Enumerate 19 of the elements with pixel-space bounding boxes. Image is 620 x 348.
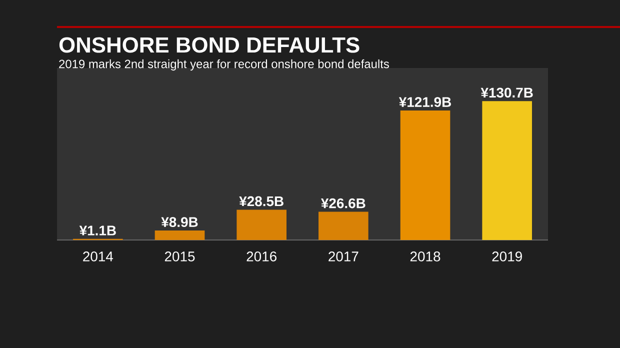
x-tick-label: 2015: [164, 252, 195, 262]
data-label: ¥8.9B: [161, 217, 198, 228]
bar: [236, 210, 286, 240]
x-tick-label: 2019: [492, 252, 522, 262]
data-label: ¥28.5B: [239, 196, 284, 206]
x-tick-label: 2016: [246, 252, 276, 262]
data-label: ¥1.1B: [79, 226, 116, 236]
bar: [482, 101, 532, 240]
bar: [400, 110, 450, 240]
chart-title: ONSHORE BOND DEFAULTS: [59, 37, 360, 53]
x-tick-label: 2018: [410, 252, 440, 262]
data-label: ¥121.9B: [398, 97, 451, 107]
bar: [318, 212, 368, 240]
bar: [154, 230, 205, 240]
x-tick-label: 2017: [328, 252, 358, 262]
x-tick-label: 2014: [83, 252, 114, 262]
chart-subtitle: 2019 marks 2nd straight year for record onshore bond defaults: [59, 59, 389, 71]
data-label: ¥130.7B: [480, 88, 533, 98]
data-label: ¥26.6B: [320, 198, 366, 208]
